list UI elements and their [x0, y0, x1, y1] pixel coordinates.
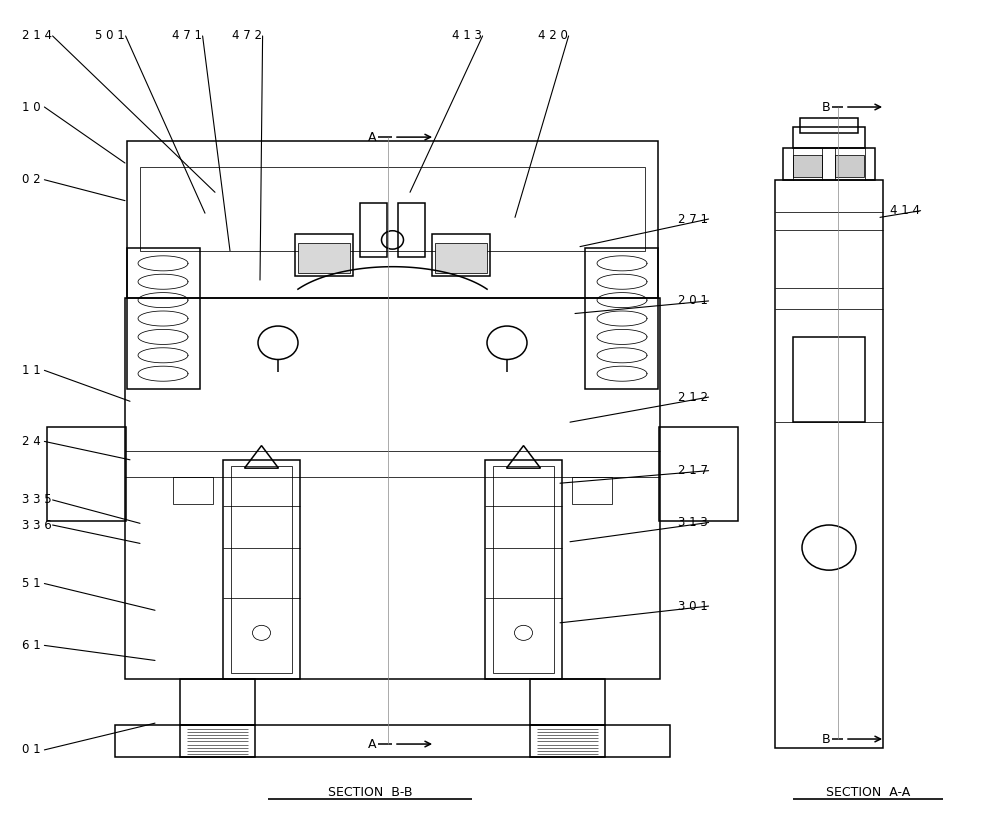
Bar — [298, 243, 350, 273]
Bar — [125, 298, 660, 679]
Bar — [835, 155, 864, 177]
Bar — [530, 725, 605, 757]
Text: 4 7 1: 4 7 1 — [172, 29, 202, 43]
Text: 0 2: 0 2 — [22, 173, 41, 186]
Bar — [47, 427, 126, 521]
Bar — [295, 234, 353, 276]
Text: 3 0 1: 3 0 1 — [678, 599, 708, 613]
Text: 1 1: 1 1 — [22, 364, 41, 377]
Bar — [173, 477, 213, 504]
Bar — [360, 203, 387, 257]
Bar — [180, 725, 255, 757]
Text: 2 4: 2 4 — [22, 435, 41, 448]
Text: 5 0 1: 5 0 1 — [95, 29, 125, 43]
Bar — [775, 180, 883, 748]
Text: 4 1 4: 4 1 4 — [890, 204, 920, 217]
Text: 1 0: 1 0 — [22, 100, 41, 114]
Bar — [485, 460, 562, 679]
Text: B: B — [821, 100, 830, 114]
Text: 3 1 3: 3 1 3 — [678, 516, 708, 529]
Text: A: A — [368, 130, 376, 144]
Bar — [793, 155, 822, 177]
Text: B: B — [821, 732, 830, 746]
Text: A: A — [368, 737, 376, 751]
Bar — [127, 141, 658, 298]
Text: SECTION  B-B: SECTION B-B — [328, 786, 412, 799]
Text: 2 1 7: 2 1 7 — [678, 464, 708, 477]
Text: 2 1 4: 2 1 4 — [22, 29, 52, 43]
Bar — [432, 234, 490, 276]
Bar — [398, 203, 425, 257]
Bar — [572, 477, 612, 504]
Bar — [140, 167, 645, 251]
Bar — [585, 248, 658, 389]
Text: 2 0 1: 2 0 1 — [678, 294, 708, 308]
Bar — [115, 725, 670, 757]
Text: 5 1: 5 1 — [22, 577, 41, 590]
Bar — [800, 118, 858, 133]
Bar — [127, 248, 200, 389]
Bar — [435, 243, 487, 273]
Text: SECTION  A-A: SECTION A-A — [826, 786, 910, 799]
Bar — [223, 460, 300, 679]
Text: 4 7 2: 4 7 2 — [232, 29, 262, 43]
Text: 4 1 3: 4 1 3 — [452, 29, 482, 43]
Bar — [793, 337, 865, 422]
Bar — [493, 466, 554, 673]
Bar — [783, 148, 875, 180]
Text: 2 1 2: 2 1 2 — [678, 390, 708, 404]
Bar — [659, 427, 738, 521]
Text: 4 2 0: 4 2 0 — [538, 29, 568, 43]
Text: 6 1: 6 1 — [22, 639, 41, 652]
Bar — [793, 127, 865, 148]
Bar — [231, 466, 292, 673]
Text: 3 3 5: 3 3 5 — [22, 493, 52, 507]
Bar — [180, 679, 255, 725]
Text: 3 3 6: 3 3 6 — [22, 518, 52, 532]
Bar — [530, 679, 605, 725]
Text: 0 1: 0 1 — [22, 743, 41, 757]
Text: 2 7 1: 2 7 1 — [678, 212, 708, 226]
